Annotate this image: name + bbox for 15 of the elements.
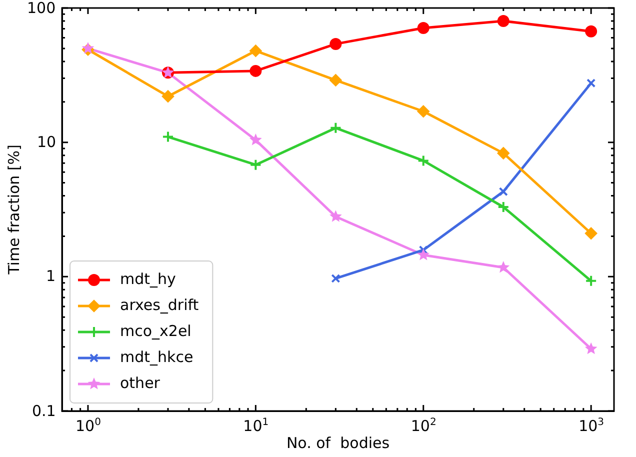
legend-label: mco_x2el bbox=[120, 322, 192, 340]
x-tick-label: 10$^{1}$ bbox=[243, 417, 269, 435]
x-tick-label: 10$^{2}$ bbox=[410, 417, 436, 435]
x-tick-label: 10$^{0}$ bbox=[75, 417, 101, 435]
x-axis-title: No. of bodies bbox=[286, 434, 390, 452]
legend-label: arxes_drift bbox=[120, 296, 199, 314]
y-tick-label: 0.1 bbox=[32, 402, 56, 420]
legend-label: other bbox=[120, 374, 161, 392]
y-tick-label: 100 bbox=[27, 0, 56, 16]
y-tick-label: 10 bbox=[37, 132, 56, 151]
x-tick-label: 10$^{3}$ bbox=[578, 417, 604, 435]
y-axis-title: Time fraction [%] bbox=[4, 144, 23, 276]
y-tick-label: 1 bbox=[46, 267, 56, 286]
legend-label: mdt_hy bbox=[120, 270, 176, 288]
legend-label: mdt_hkce bbox=[120, 348, 194, 366]
